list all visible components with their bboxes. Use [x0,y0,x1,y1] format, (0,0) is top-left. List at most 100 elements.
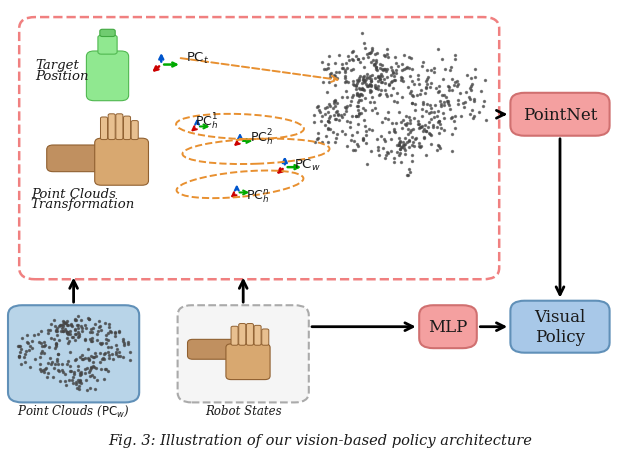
Point [371,57,381,64]
Point [447,87,457,95]
Point [86,371,97,378]
Point [119,340,129,347]
Point [334,69,344,77]
Point [77,324,88,331]
Point [346,137,356,144]
Point [371,64,381,72]
Point [376,62,387,69]
Point [96,341,106,348]
Point [376,87,386,94]
Point [453,101,463,108]
Point [377,119,387,126]
Point [358,138,368,145]
Point [110,329,120,336]
Point [357,92,367,100]
Point [106,344,116,351]
Point [360,45,370,52]
Point [435,98,445,106]
FancyBboxPatch shape [108,115,115,140]
Point [90,364,100,372]
Point [400,142,410,149]
Point [82,365,92,372]
Point [382,149,392,156]
Point [104,355,114,362]
Point [73,334,83,341]
Point [406,88,416,96]
Point [330,60,340,67]
Point [417,128,428,135]
Point [79,355,90,362]
Point [426,110,436,117]
Point [461,89,471,96]
Point [340,105,350,112]
Point [118,338,128,345]
Point [374,152,385,159]
Point [61,360,72,368]
Point [36,348,47,355]
Point [346,120,356,127]
Point [382,150,392,157]
Point [385,72,396,79]
Point [317,113,328,120]
Point [371,59,381,66]
Point [358,78,368,85]
Point [337,94,347,101]
Point [340,69,351,76]
Point [102,329,113,336]
Point [469,97,479,104]
Point [49,336,59,343]
Point [362,51,372,59]
Point [436,103,447,110]
Point [387,67,397,74]
Point [467,82,477,89]
Point [379,52,389,60]
Point [83,355,93,362]
Point [404,166,415,173]
Point [61,330,72,337]
Point [60,371,70,378]
Point [431,113,442,120]
Point [384,81,394,88]
Point [352,141,362,148]
Point [105,328,115,335]
Point [353,121,363,128]
FancyBboxPatch shape [47,146,116,172]
Point [465,111,475,118]
Point [67,377,77,384]
Point [65,327,75,335]
Point [20,359,30,366]
Point [51,341,61,348]
Point [60,320,70,327]
Point [51,327,61,334]
Point [381,68,391,75]
Point [440,67,450,74]
Point [341,88,351,95]
Point [364,126,374,133]
Point [53,350,63,358]
Point [358,55,368,63]
Point [83,315,93,322]
Point [388,155,399,162]
Point [413,121,423,128]
Point [14,354,24,361]
Point [46,335,56,342]
Point [406,128,416,135]
Point [348,56,358,63]
Point [351,91,362,98]
Point [367,47,377,55]
Point [323,65,333,73]
Point [399,66,410,74]
Point [320,106,330,113]
Point [337,62,347,69]
Point [388,73,399,80]
Point [330,135,340,143]
Point [52,356,62,363]
Point [315,109,325,116]
Point [102,344,113,351]
Point [417,123,428,130]
Point [406,158,417,166]
Point [387,78,397,86]
Point [323,53,333,60]
Point [416,124,426,132]
Point [408,139,419,146]
